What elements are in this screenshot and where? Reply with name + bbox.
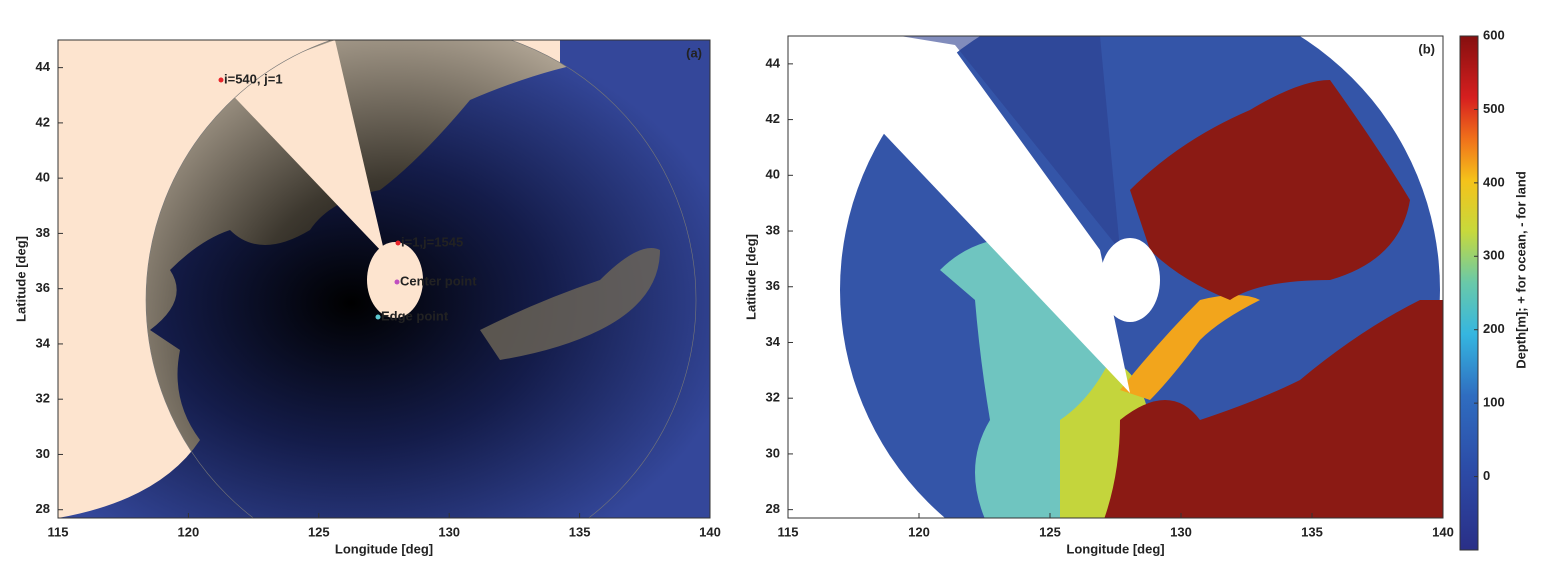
y-tick-label: 38 [766, 222, 780, 237]
x-tick-label: 140 [699, 524, 721, 539]
annotation: i=1,j=1545 [401, 234, 463, 249]
colorbar-tick-label: 200 [1483, 321, 1505, 336]
y-tick-label: 36 [766, 278, 780, 293]
annotation: i=540, j=1 [224, 71, 283, 86]
annotation: Center point [400, 273, 477, 288]
colorbar-tick-label: 100 [1483, 395, 1505, 410]
colorbar-tick-label: 500 [1483, 101, 1505, 116]
y-axis-label: Latitude [deg] [13, 236, 28, 322]
annotation-dot [394, 279, 400, 285]
y-tick-label: 32 [36, 391, 50, 406]
colorbar [1459, 35, 1479, 551]
y-tick-label: 34 [766, 334, 781, 349]
y-tick-label: 30 [36, 446, 50, 461]
y-tick-label: 32 [766, 390, 780, 405]
map-b [840, 36, 1443, 518]
annotation-dot [375, 314, 381, 320]
annotation-dot [218, 77, 224, 83]
y-tick-label: 44 [766, 55, 781, 70]
y-axis-label: Latitude [deg] [743, 234, 758, 320]
colorbar-label: Depth[m]; + for ocean, - for land [1513, 171, 1528, 369]
y-tick-label: 28 [36, 501, 50, 516]
x-tick-label: 120 [908, 524, 930, 539]
y-tick-label: 28 [766, 501, 780, 516]
y-tick-label: 42 [766, 111, 780, 126]
y-tick-label: 38 [36, 225, 50, 240]
panel-label: (a) [686, 45, 702, 60]
x-tick-label: 120 [178, 524, 200, 539]
y-tick-label: 42 [36, 114, 50, 129]
y-tick-label: 36 [36, 280, 50, 295]
colorbar-tick-label: 600 [1483, 27, 1505, 42]
y-tick-label: 44 [36, 59, 51, 74]
colorbar-tick-label: 300 [1483, 248, 1505, 263]
x-axis-label: Longitude [deg] [1066, 541, 1164, 556]
x-tick-label: 115 [778, 524, 799, 539]
y-tick-label: 34 [36, 335, 51, 350]
y-tick-label: 40 [36, 170, 50, 185]
x-tick-label: 125 [1039, 524, 1061, 539]
y-tick-label: 40 [766, 167, 780, 182]
x-tick-label: 115 [48, 524, 69, 539]
colorbar-tick-label: 400 [1483, 174, 1505, 189]
x-tick-label: 140 [1432, 524, 1454, 539]
panel-label: (b) [1418, 41, 1435, 56]
x-axis-label: Longitude [deg] [335, 541, 433, 556]
x-tick-label: 130 [1170, 524, 1192, 539]
y-tick-label: 30 [766, 445, 780, 460]
colorbar-tick-label: 0 [1483, 468, 1490, 483]
annotation-dot [395, 240, 401, 246]
x-tick-label: 130 [438, 524, 460, 539]
axes-frame [787, 35, 1444, 519]
map-a [58, 40, 710, 518]
x-tick-label: 135 [569, 524, 591, 539]
annotation: Edge point [381, 308, 449, 323]
axes-frame [57, 39, 711, 519]
x-tick-label: 125 [308, 524, 330, 539]
x-tick-label: 135 [1301, 524, 1323, 539]
